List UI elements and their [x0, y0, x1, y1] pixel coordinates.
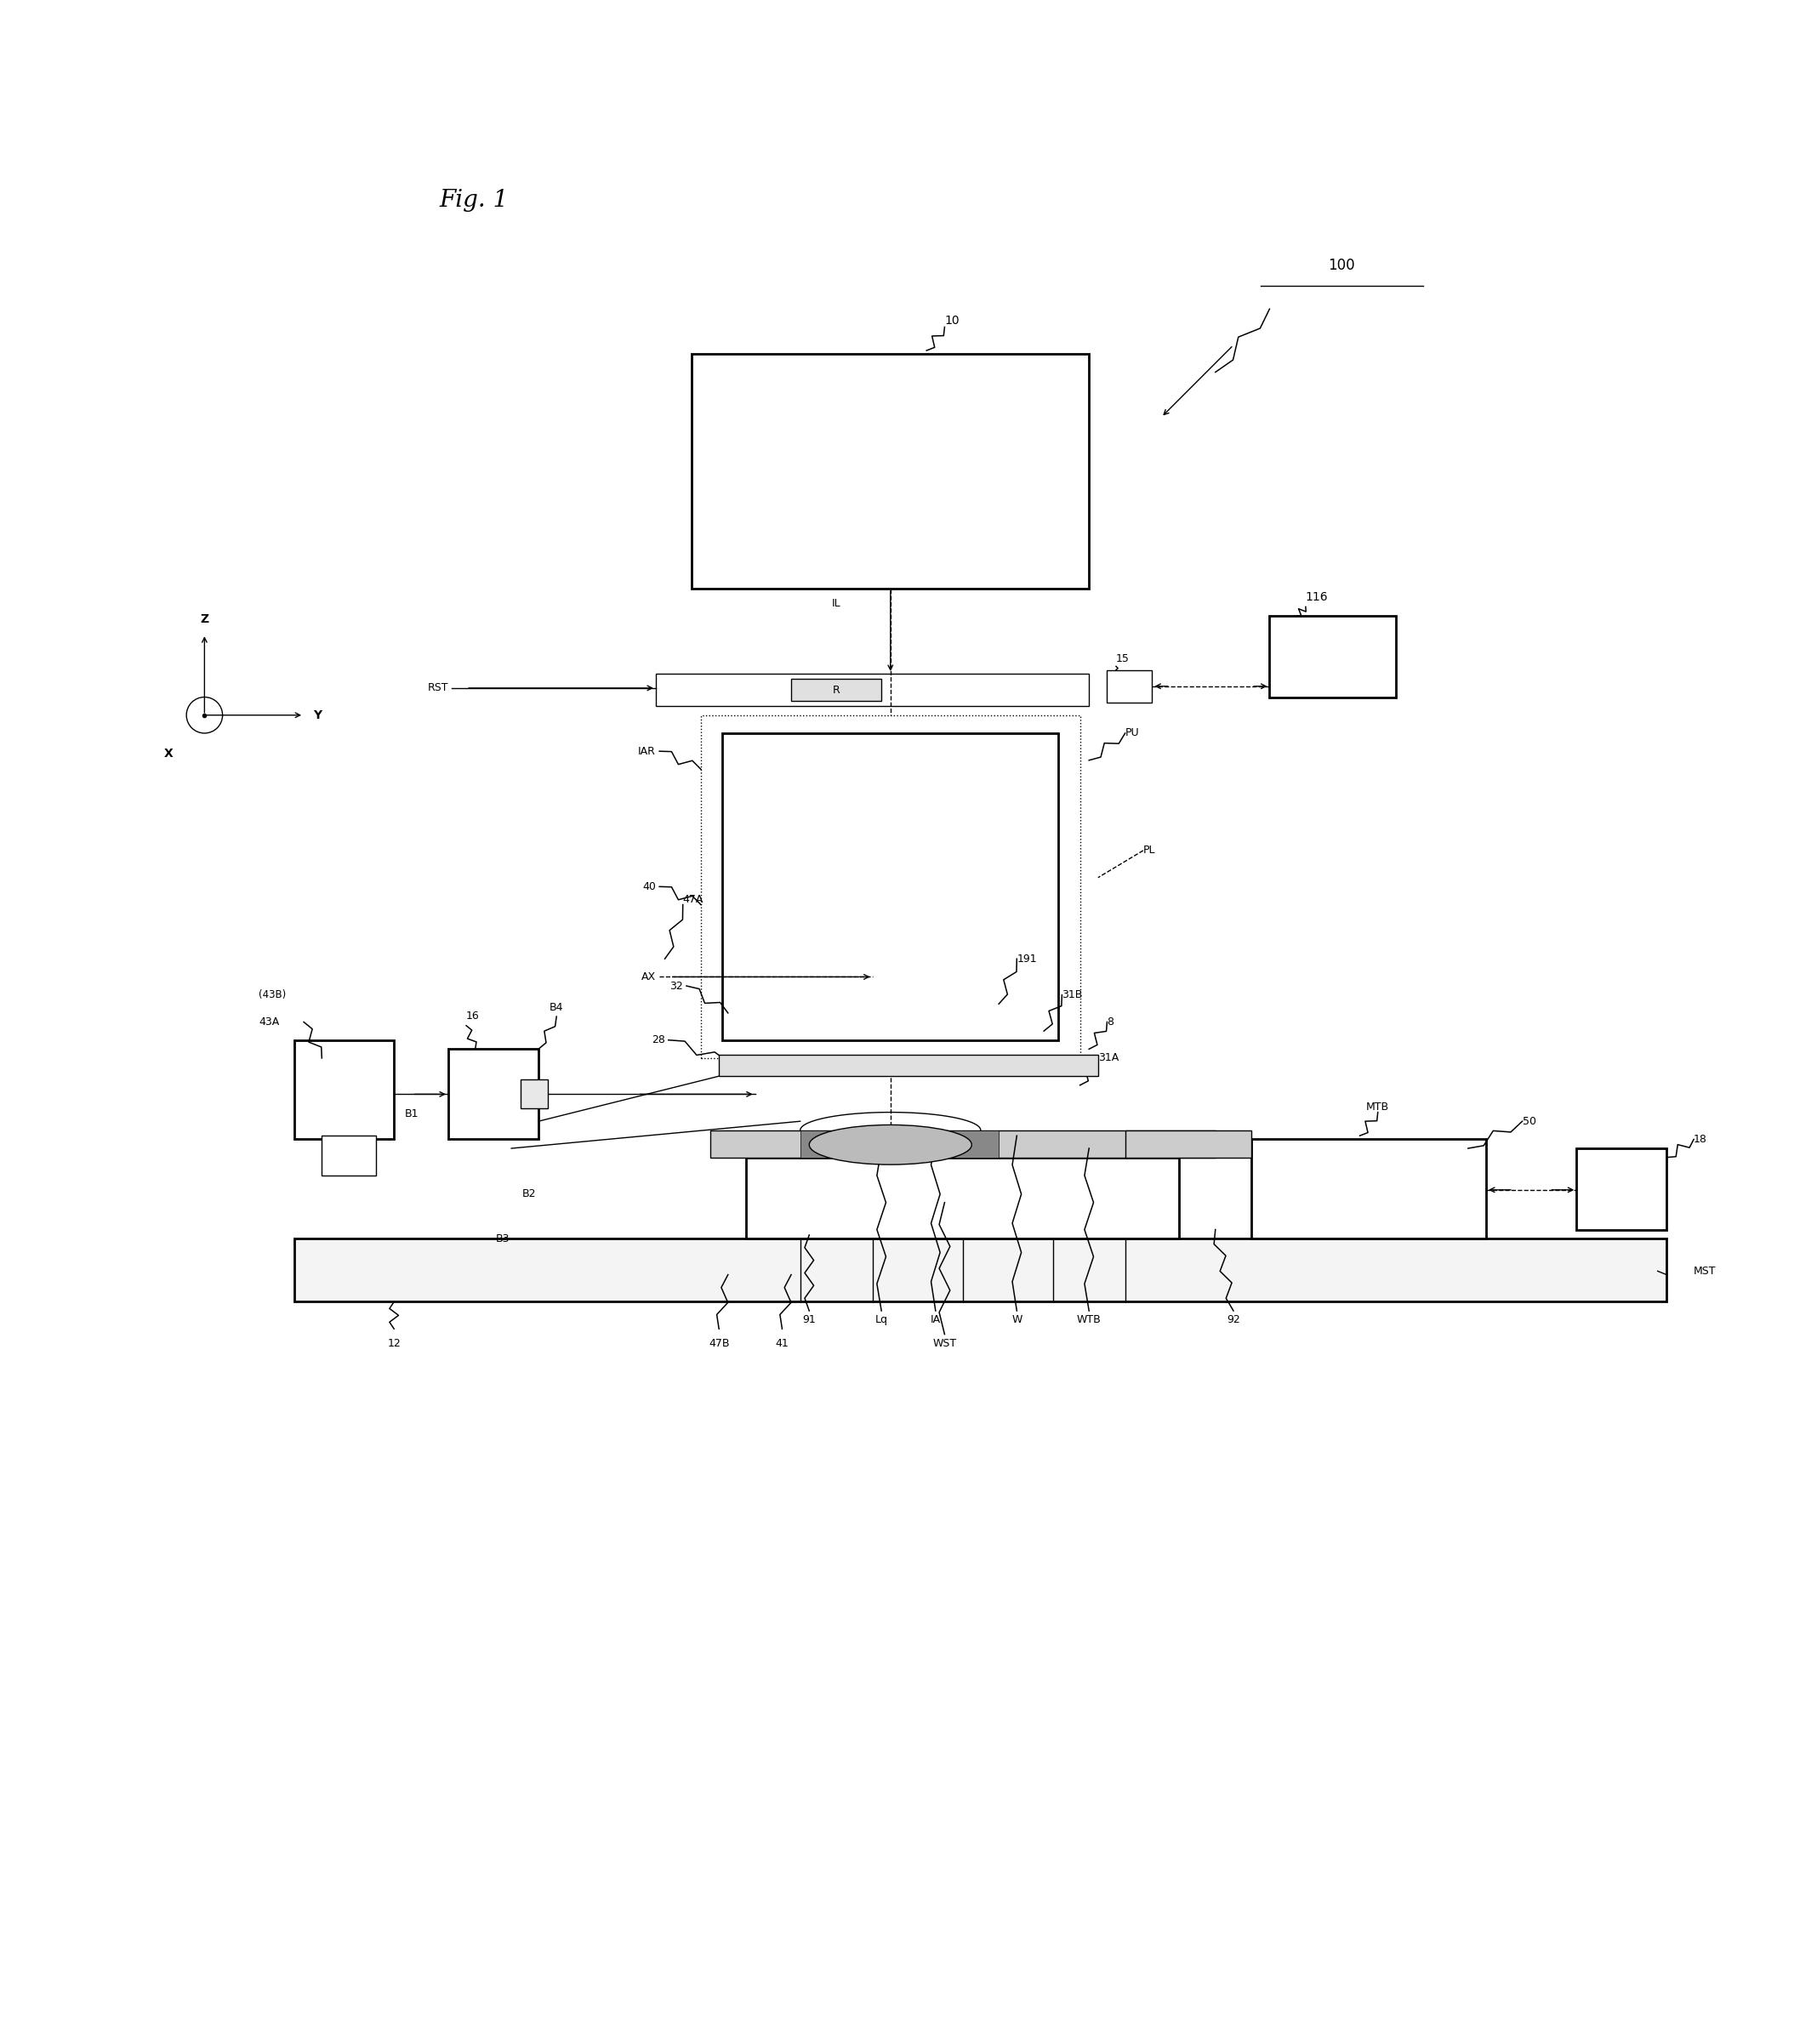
Text: 40: 40: [641, 881, 656, 891]
Text: 18: 18: [1693, 1134, 1708, 1145]
Bar: [710, 1130, 1216, 1157]
Bar: [790, 679, 881, 701]
Bar: [1577, 1149, 1666, 1230]
Bar: [1270, 615, 1395, 697]
Text: 47A: 47A: [683, 893, 703, 905]
Text: 92: 92: [1226, 1314, 1241, 1325]
Text: MST: MST: [1693, 1265, 1717, 1278]
Bar: [294, 1239, 1666, 1302]
Text: AX: AX: [641, 971, 656, 983]
Text: R: R: [832, 685, 839, 695]
Text: 8: 8: [1107, 1016, 1114, 1028]
Bar: [747, 1157, 1179, 1239]
Text: PL: PL: [1143, 844, 1156, 856]
Text: B4: B4: [549, 1002, 563, 1014]
Text: B1: B1: [405, 1108, 420, 1120]
Text: WST: WST: [932, 1339, 956, 1349]
Bar: [1107, 670, 1152, 703]
Text: 50: 50: [1523, 1116, 1535, 1126]
Bar: [1125, 1130, 1252, 1157]
Text: 15: 15: [1116, 654, 1130, 664]
Bar: [449, 1049, 538, 1139]
Ellipse shape: [809, 1124, 972, 1165]
Text: 31A: 31A: [1097, 1053, 1119, 1063]
Text: MTB: MTB: [1366, 1102, 1390, 1112]
Text: Lq: Lq: [876, 1314, 889, 1325]
Bar: [1252, 1139, 1486, 1239]
Text: 28: 28: [650, 1034, 665, 1047]
Text: 41: 41: [776, 1339, 789, 1349]
Text: 191: 191: [1018, 953, 1038, 965]
Bar: [294, 1040, 394, 1139]
Text: IA: IA: [930, 1314, 941, 1325]
Text: IL: IL: [832, 597, 841, 609]
Text: 12: 12: [387, 1339, 402, 1349]
Bar: [799, 1130, 999, 1157]
Text: B3: B3: [496, 1233, 509, 1245]
Text: 16: 16: [467, 1012, 480, 1022]
Text: PU: PU: [1125, 728, 1139, 738]
Bar: [701, 715, 1079, 1059]
Text: 43A: 43A: [258, 1016, 280, 1028]
Text: RST: RST: [427, 683, 449, 693]
Text: X: X: [164, 748, 173, 760]
Text: 91: 91: [803, 1314, 816, 1325]
Text: Y: Y: [313, 709, 322, 722]
Bar: [322, 1136, 376, 1175]
Text: 32: 32: [669, 981, 683, 991]
Bar: [723, 734, 1057, 1040]
Text: Fig. 1: Fig. 1: [440, 190, 509, 213]
Text: Z: Z: [200, 613, 209, 625]
Text: 116: 116: [1306, 591, 1328, 603]
Bar: [720, 1055, 1097, 1075]
Text: IAR: IAR: [638, 746, 656, 756]
Text: WTB: WTB: [1077, 1314, 1101, 1325]
Text: W: W: [1012, 1314, 1023, 1325]
Bar: [656, 675, 1088, 705]
Text: 47B: 47B: [709, 1339, 729, 1349]
Text: 10: 10: [945, 315, 959, 327]
Text: 31B: 31B: [1061, 989, 1083, 1000]
Bar: [520, 1079, 547, 1108]
Bar: [692, 354, 1088, 589]
Text: (43B): (43B): [258, 989, 285, 1000]
Text: B2: B2: [523, 1188, 536, 1200]
Text: 100: 100: [1328, 258, 1355, 274]
